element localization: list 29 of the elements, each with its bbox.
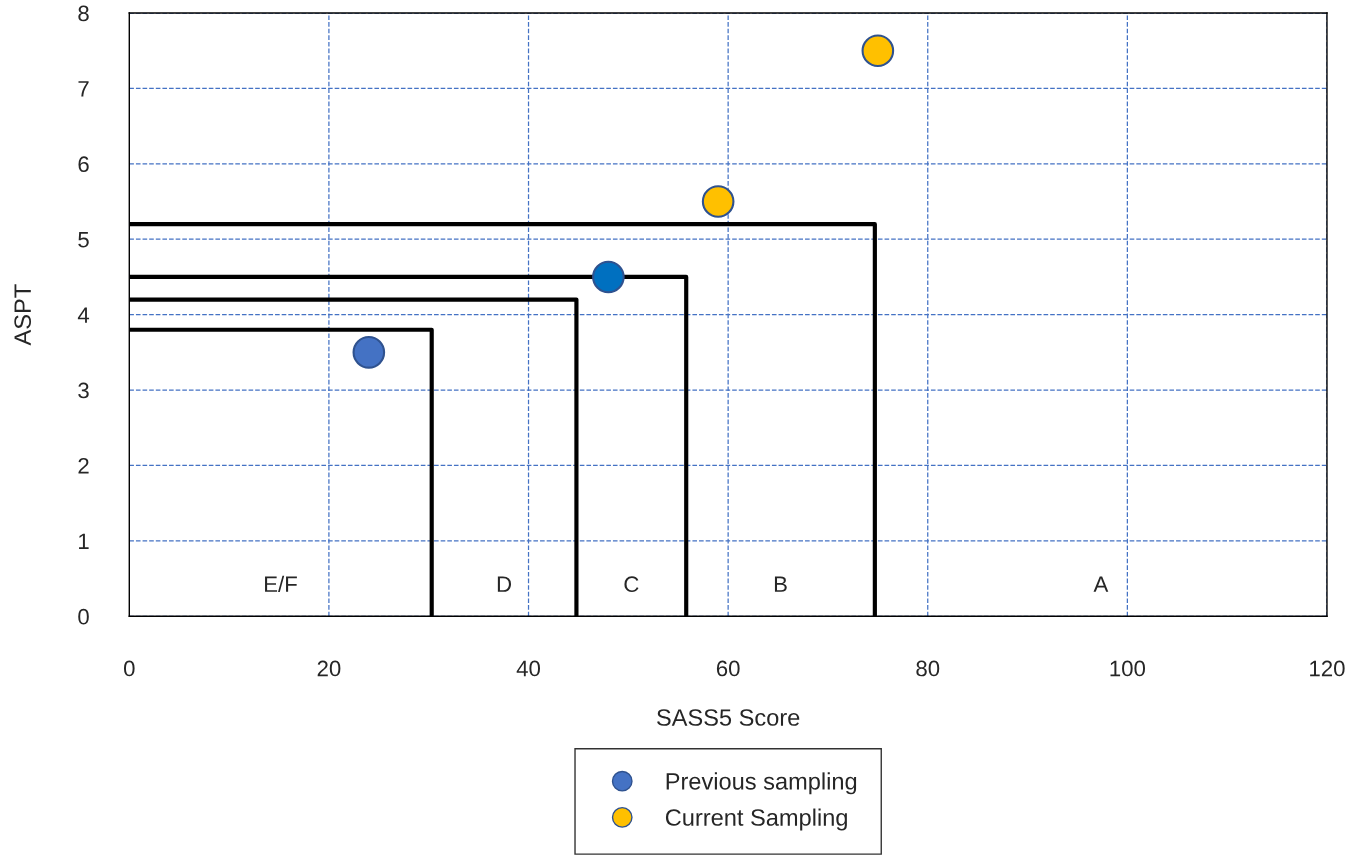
legend-label: Previous sampling xyxy=(666,772,857,795)
x-tick-label: 40 xyxy=(516,660,541,677)
annotation: C xyxy=(624,576,639,593)
legend-label: Current Sampling xyxy=(665,808,847,831)
x-tick-label: 100 xyxy=(1110,660,1146,677)
point xyxy=(861,34,895,68)
y-axis-title: ASPT xyxy=(14,284,32,346)
annotation: B xyxy=(774,576,787,592)
x-tick-label: 60 xyxy=(716,660,740,677)
x-tick-label: 120 xyxy=(1310,660,1345,677)
point xyxy=(701,185,735,218)
y-tick-label: 1 xyxy=(79,533,89,549)
y-tick-label: 7 xyxy=(78,81,89,97)
point xyxy=(352,336,386,369)
annotation: E/F xyxy=(265,575,297,593)
y-tick-label: 2 xyxy=(78,458,89,474)
y-tick-label: 3 xyxy=(78,382,89,399)
x-tick-label: 80 xyxy=(916,660,940,677)
y-tick-label: 6 xyxy=(78,156,89,173)
annotation: A xyxy=(1093,576,1109,592)
x-axis-title: SASS5 Score xyxy=(657,709,800,726)
y-tick-label: 0 xyxy=(78,608,89,625)
x-tick-label: 20 xyxy=(317,660,341,677)
annotation: D xyxy=(497,576,512,592)
point xyxy=(592,260,625,294)
y-tick-label: 8 xyxy=(78,5,89,22)
y-tick-label: 5 xyxy=(78,232,89,248)
y-tick-label: 4 xyxy=(77,307,90,323)
x-tick-label: 0 xyxy=(123,660,135,677)
